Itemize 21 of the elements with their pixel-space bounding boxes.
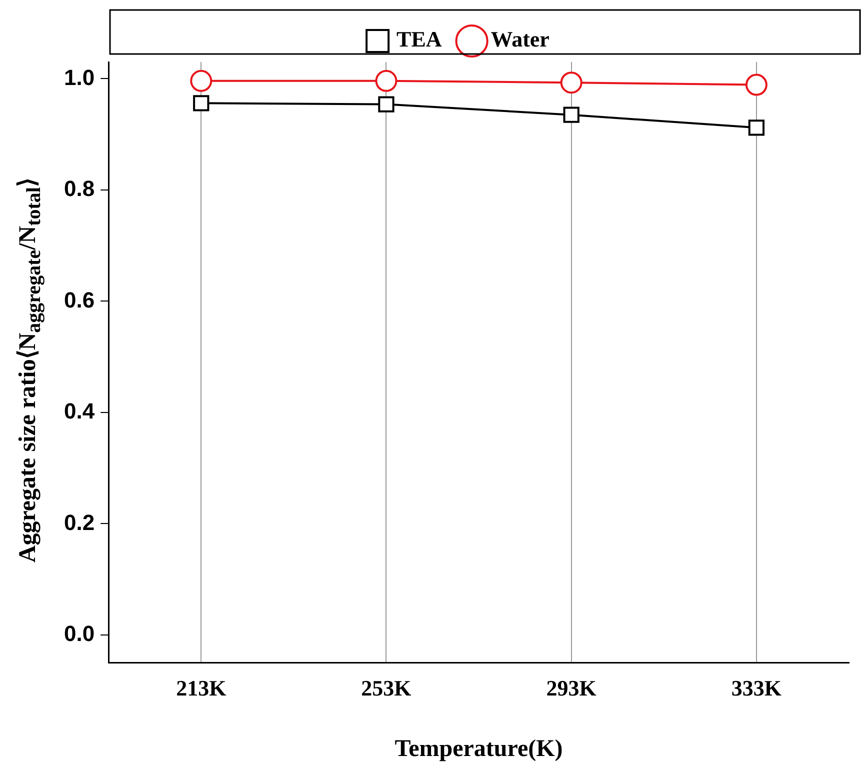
y-tick-label: 0.4 [64, 398, 96, 424]
y-tick-label: 0.8 [64, 176, 95, 202]
legend-label: TEA [396, 26, 442, 52]
y-tick-label: 0.2 [64, 510, 95, 535]
x-tick-label: 213K [176, 676, 226, 701]
x-axis-title: Temperature(K) [394, 736, 563, 762]
legend-label: Water [490, 26, 550, 52]
point [193, 95, 210, 112]
point [378, 96, 394, 112]
x-tick-label: 293K [546, 676, 596, 701]
y-tick-label: 0.0 [64, 621, 95, 646]
point [748, 120, 765, 136]
x-tick-label: 333K [731, 676, 782, 701]
y-tick-label: 1.0 [64, 64, 95, 90]
point [560, 72, 582, 94]
point [190, 70, 212, 92]
y-tick-label: 0.6 [64, 287, 95, 312]
x-tick-label: 253K [361, 676, 412, 701]
point [745, 74, 768, 96]
point [563, 106, 580, 123]
point [375, 70, 398, 92]
